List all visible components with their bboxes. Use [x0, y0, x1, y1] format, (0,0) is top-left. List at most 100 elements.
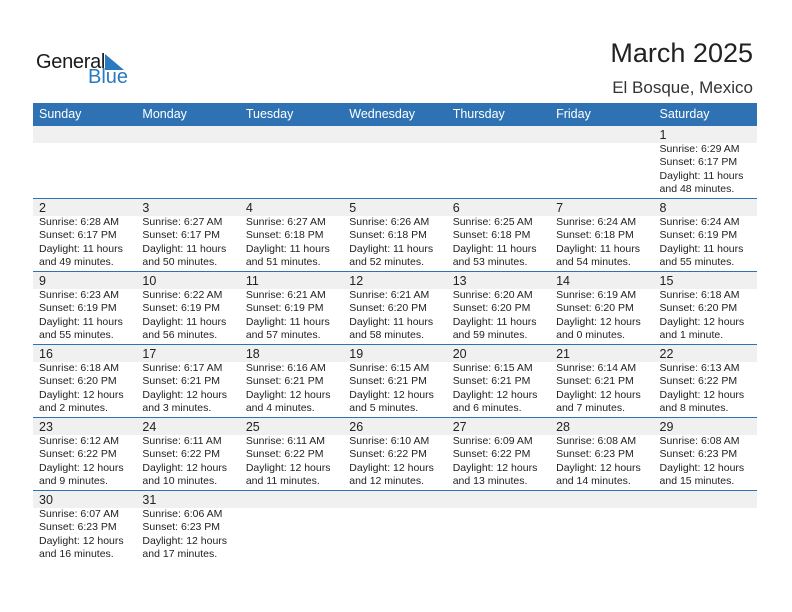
day-number: 8 — [659, 201, 667, 215]
sunset-text: Sunset: 6:22 PM — [245, 448, 324, 461]
daylight-text: Daylight: 11 hours — [245, 315, 330, 328]
sunrise-text: Sunrise: 6:24 AM — [556, 216, 637, 228]
empty-cell — [447, 491, 550, 562]
week-row: 30 Sunrise: 6:07 AM Sunset: 6:23 PM Dayligh… — [33, 491, 757, 564]
daylight-minutes-text: and 59 minutes. — [452, 329, 528, 342]
daylight-text: Daylight: 12 hours — [142, 461, 228, 474]
daylight-text: Daylight: 12 hours — [142, 534, 228, 547]
daylight-minutes-text: and 0 minutes. — [556, 329, 625, 342]
weekday-header: Sunday Monday Tuesday Wednesday Thursday Frid… — [33, 103, 757, 126]
day-cell: 17 Sunrise: 6:17 AM Sunset: 6:21 PM Dayligh… — [136, 345, 239, 416]
sunrise-text: Sunrise: 6:11 AM — [245, 435, 326, 447]
daylight-minutes-text: and 53 minutes. — [452, 256, 528, 269]
day-cell: 9 Sunrise: 6:23 AM Sunset: 6:19 PM Daylight… — [33, 272, 136, 343]
day-number-band — [33, 272, 757, 289]
day-cell: 20 Sunrise: 6:15 AM Sunset: 6:21 PM Dayligh… — [447, 345, 550, 416]
calendar: Sunday Monday Tuesday Wednesday Thursday Frid… — [33, 103, 757, 564]
day-number: 12 — [349, 274, 364, 288]
daylight-minutes-text: and 50 minutes. — [142, 256, 218, 269]
day-cell: 2 Sunrise: 6:28 AM Sunset: 6:17 PM Daylight… — [33, 199, 136, 270]
weekday-friday: Friday — [556, 107, 591, 121]
day-cell: 7 Sunrise: 6:24 AM Sunset: 6:18 PM Daylight… — [550, 199, 653, 270]
page-title: March 2025 — [610, 38, 753, 68]
day-number: 10 — [142, 274, 157, 288]
empty-cell — [33, 126, 136, 197]
sunset-text: Sunset: 6:20 PM — [349, 302, 427, 315]
day-number-band — [33, 491, 757, 508]
day-number: 16 — [39, 347, 53, 361]
sunrise-text: Sunrise: 6:25 AM — [452, 216, 533, 228]
sunset-text: Sunset: 6:19 PM — [142, 302, 221, 315]
daylight-text: Daylight: 12 hours — [245, 461, 331, 474]
day-number: 15 — [659, 274, 674, 288]
day-number-band — [33, 418, 757, 435]
daylight-text: Daylight: 12 hours — [39, 534, 124, 547]
day-number: 18 — [245, 347, 260, 361]
daylight-minutes-text: and 48 minutes. — [659, 183, 735, 196]
day-cell: 15 Sunrise: 6:18 AM Sunset: 6:20 PM Dayligh… — [654, 272, 757, 343]
daylight-minutes-text: and 13 minutes. — [452, 475, 528, 488]
day-number: 4 — [245, 201, 253, 215]
day-cell: 8 Sunrise: 6:24 AM Sunset: 6:19 PM Daylight… — [654, 199, 757, 270]
sunrise-text: Sunrise: 6:13 AM — [659, 362, 740, 374]
week-cells: 30 Sunrise: 6:07 AM Sunset: 6:23 PM Dayligh… — [33, 491, 757, 562]
daylight-text: Daylight: 12 hours — [349, 461, 434, 474]
sunset-text: Sunset: 6:18 PM — [349, 229, 427, 242]
day-cell: 14 Sunrise: 6:19 AM Sunset: 6:20 PM Dayligh… — [550, 272, 653, 343]
daylight-text: Daylight: 12 hours — [142, 388, 228, 401]
daylight-minutes-text: and 16 minutes. — [39, 548, 114, 561]
daylight-text: Daylight: 11 hours — [452, 315, 537, 328]
daylight-text: Daylight: 12 hours — [556, 461, 641, 474]
daylight-text: Daylight: 12 hours — [659, 461, 745, 474]
daylight-text: Daylight: 11 hours — [39, 242, 123, 255]
sunset-text: Sunset: 6:21 PM — [142, 375, 221, 388]
empty-cell — [240, 126, 343, 197]
empty-cell — [447, 126, 550, 197]
week-row: 2 Sunrise: 6:28 AM Sunset: 6:17 PM Daylight… — [33, 199, 757, 272]
sunrise-text: Sunrise: 6:08 AM — [556, 435, 637, 447]
day-cell: 18 Sunrise: 6:16 AM Sunset: 6:21 PM Dayligh… — [240, 345, 343, 416]
day-cell: 6 Sunrise: 6:25 AM Sunset: 6:18 PM Daylight… — [447, 199, 550, 270]
sunrise-text: Sunrise: 6:28 AM — [39, 216, 119, 228]
sunset-text: Sunset: 6:17 PM — [659, 156, 738, 169]
sunset-text: Sunset: 6:22 PM — [142, 448, 221, 461]
sunset-text: Sunset: 6:17 PM — [142, 229, 221, 242]
daylight-minutes-text: and 55 minutes. — [39, 329, 114, 342]
logo-triangle-icon — [105, 54, 124, 70]
day-number: 11 — [245, 274, 259, 288]
sunrise-text: Sunrise: 6:17 AM — [142, 362, 223, 374]
day-number: 20 — [452, 347, 467, 361]
day-number: 28 — [556, 420, 571, 434]
day-cell: 21 Sunrise: 6:14 AM Sunset: 6:21 PM Dayligh… — [550, 345, 653, 416]
sunset-text: Sunset: 6:18 PM — [452, 229, 531, 242]
sunset-text: Sunset: 6:22 PM — [452, 448, 531, 461]
daylight-text: Daylight: 12 hours — [349, 388, 434, 401]
daylight-minutes-text: and 52 minutes. — [349, 256, 424, 269]
day-number: 25 — [245, 420, 260, 434]
day-number-band — [33, 126, 757, 143]
weekday-sunday: Sunday — [39, 107, 82, 121]
day-number: 9 — [39, 274, 46, 288]
day-cell: 23 Sunrise: 6:12 AM Sunset: 6:22 PM Dayligh… — [33, 418, 136, 489]
daylight-text: Daylight: 12 hours — [245, 388, 331, 401]
sunrise-text: Sunrise: 6:23 AM — [39, 289, 119, 301]
daylight-text: Daylight: 11 hours — [659, 169, 744, 182]
daylight-minutes-text: and 17 minutes. — [142, 548, 218, 561]
day-cell: 24 Sunrise: 6:11 AM Sunset: 6:22 PM Dayligh… — [136, 418, 239, 489]
sunrise-text: Sunrise: 6:18 AM — [39, 362, 119, 374]
sunrise-text: Sunrise: 6:29 AM — [659, 143, 740, 155]
daylight-minutes-text: and 56 minutes. — [142, 329, 218, 342]
day-number: 2 — [39, 201, 46, 215]
weekday-tuesday: Tuesday — [245, 107, 294, 121]
daylight-text: Daylight: 11 hours — [245, 242, 330, 255]
daylight-text: Daylight: 12 hours — [452, 388, 538, 401]
sunrise-text: Sunrise: 6:09 AM — [452, 435, 533, 447]
day-cell: 10 Sunrise: 6:22 AM Sunset: 6:19 PM Dayligh… — [136, 272, 239, 343]
daylight-text: Daylight: 12 hours — [659, 315, 745, 328]
day-cell: 27 Sunrise: 6:09 AM Sunset: 6:22 PM Dayligh… — [447, 418, 550, 489]
sunset-text: Sunset: 6:19 PM — [659, 229, 738, 242]
daylight-text: Daylight: 12 hours — [39, 388, 124, 401]
daylight-minutes-text: and 2 minutes. — [39, 402, 108, 415]
logo-blue-text: Blue — [88, 66, 129, 88]
empty-cell — [654, 491, 757, 562]
